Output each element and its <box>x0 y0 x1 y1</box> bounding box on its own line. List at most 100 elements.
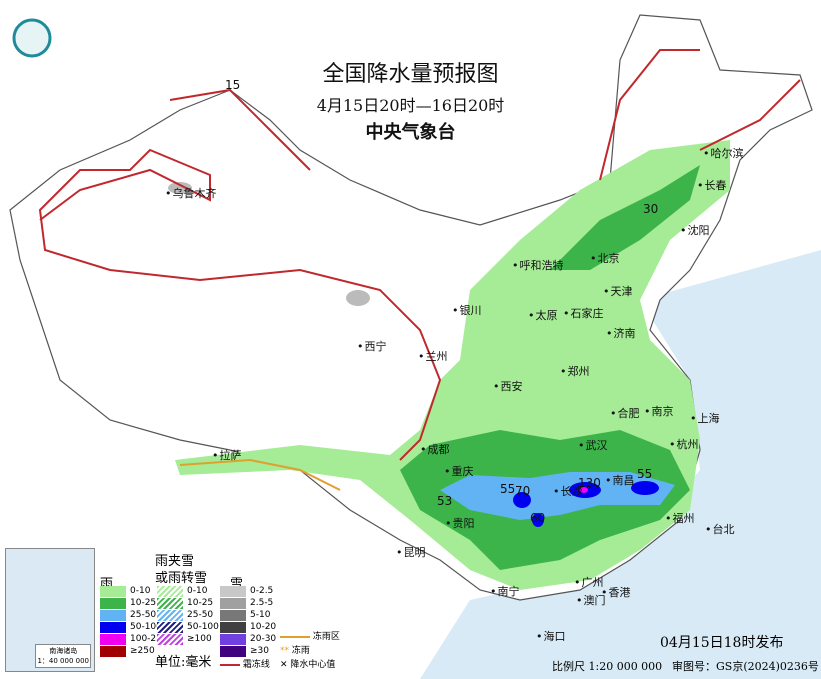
precip-center-value: 55 <box>637 467 653 481</box>
precip-center-value: 53 <box>437 494 453 508</box>
legend-swatch <box>157 597 183 609</box>
city-label: 呼和浩特 <box>512 257 564 273</box>
legend-item: 10-25 <box>100 597 168 609</box>
city-label: 拉萨 <box>212 447 242 463</box>
legend-sleet-title-2: 或雨转雪 <box>155 571 208 586</box>
legend: 雨 0-10 10-25 25-50 50-100 100-250 ≥250 雨夹雪 或雨… <box>95 545 340 670</box>
city-label: 合肥 <box>610 405 640 421</box>
legend-label: 100-250 <box>130 634 168 644</box>
south-china-sea-inset: 南海诸岛 1：40 000 000 <box>5 548 95 672</box>
legend-item: 10-20 <box>220 621 276 633</box>
city-label: 澳门 <box>576 592 606 608</box>
legend-swatch <box>157 621 183 633</box>
legend-item: 20-30 <box>220 633 276 645</box>
legend-swatch <box>157 609 183 621</box>
legend-swatch <box>100 585 126 597</box>
legend-item: 10-25 <box>157 597 219 609</box>
legend-label: 50-100 <box>187 622 219 632</box>
legend-item: 2.5-5 <box>220 597 276 609</box>
city-label: 西宁 <box>357 338 387 354</box>
city-label: 乌鲁木齐 <box>165 185 217 201</box>
city-label: 兰州 <box>418 348 448 364</box>
city-label: 天津 <box>603 283 633 299</box>
legend-item: 25-50 <box>157 609 219 621</box>
city-label: 长春 <box>697 177 727 193</box>
rain-10-25-north <box>550 165 700 270</box>
city-label: 海口 <box>536 628 566 644</box>
legend-swatch <box>157 633 183 645</box>
legend-freezing-rain: 冻雨 <box>291 646 310 656</box>
city-label: 长沙 <box>553 483 583 499</box>
legend-label: 2.5-5 <box>250 598 274 608</box>
inset-title: 南海诸岛 <box>49 647 78 655</box>
city-label: 武汉 <box>578 437 608 453</box>
legend-item: 0-10 <box>100 585 168 597</box>
precip-center-value: 15 <box>225 78 241 92</box>
legend-unit: 单位:毫米 <box>155 655 212 670</box>
frost-line <box>169 88 311 171</box>
forecast-period: 4月15日20时—16日20时 <box>316 96 505 115</box>
legend-item: ≥100 <box>157 633 219 645</box>
approval-number: 审图号：GS京(2024)0236号 <box>672 660 819 673</box>
legend-item: 50-100 <box>100 621 168 633</box>
city-label: 福州 <box>665 510 695 526</box>
city-label: 台北 <box>705 521 735 537</box>
city-label: 成都 <box>420 441 450 457</box>
issue-time: 04月15日18时发布 <box>660 635 784 651</box>
inset-scale: 1：40 000 000 <box>37 657 89 665</box>
legend-label: 20-30 <box>250 634 277 644</box>
frost-line <box>699 79 801 151</box>
legend-sleet-title-1: 雨夹雪 <box>155 554 195 569</box>
logo <box>12 18 52 58</box>
legend-label: 10-25 <box>187 598 214 608</box>
legend-swatch <box>100 633 126 645</box>
city-label: 昆明 <box>396 544 426 560</box>
legend-label: 0-10 <box>187 586 208 596</box>
city-label: 贵阳 <box>445 515 475 531</box>
issuer: 中央气象台 <box>365 122 456 143</box>
legend-label: ≥30 <box>250 646 269 656</box>
legend-label: 10-25 <box>130 598 157 608</box>
sea <box>420 250 821 679</box>
city-label: 郑州 <box>560 363 590 379</box>
city-label: 北京 <box>590 250 620 266</box>
legend-swatch <box>220 645 246 657</box>
legend-center-value: 降水中心值 <box>290 660 336 670</box>
legend-swatch <box>220 597 246 609</box>
legend-label: ≥100 <box>187 634 212 644</box>
frost-line <box>599 49 700 181</box>
precip-center-value: 130 <box>578 476 601 490</box>
legend-label: 10-20 <box>250 622 277 632</box>
legend-item: ≥30 <box>220 645 276 657</box>
city-label: 南京 <box>644 403 674 419</box>
city-label: 香港 <box>601 584 631 600</box>
city-label: 济南 <box>606 325 636 341</box>
city-label: 南昌 <box>605 472 635 488</box>
legend-item: ≥250 <box>100 645 168 657</box>
rain-50-100-area <box>532 513 544 527</box>
legend-swatch <box>220 621 246 633</box>
legend-swatch <box>220 633 246 645</box>
rain-50-100-area <box>631 481 659 495</box>
legend-label: 5-10 <box>250 610 271 620</box>
precip-center-value: 55 <box>500 482 516 496</box>
legend-item: 25-50 <box>100 609 168 621</box>
city-label: 太原 <box>528 307 558 323</box>
precip-center-value: 60 <box>530 511 546 525</box>
legend-label: 0-2.5 <box>250 586 274 596</box>
legend-swatch <box>220 585 246 597</box>
precip-center-value: 70 <box>515 484 531 498</box>
legend-swatch <box>100 645 126 657</box>
city-label: 石家庄 <box>563 305 604 321</box>
legend-label: 25-50 <box>187 610 214 620</box>
city-label: 银川 <box>452 302 482 318</box>
precip-center-value: 30 <box>643 202 659 216</box>
rain-50-100-area <box>513 492 531 508</box>
legend-frost-line: 霜冻线 <box>242 660 270 670</box>
legend-swatch <box>100 621 126 633</box>
city-label: 上海 <box>690 410 720 426</box>
legend-label: 0-10 <box>130 586 151 596</box>
city-label: 西安 <box>493 378 523 394</box>
